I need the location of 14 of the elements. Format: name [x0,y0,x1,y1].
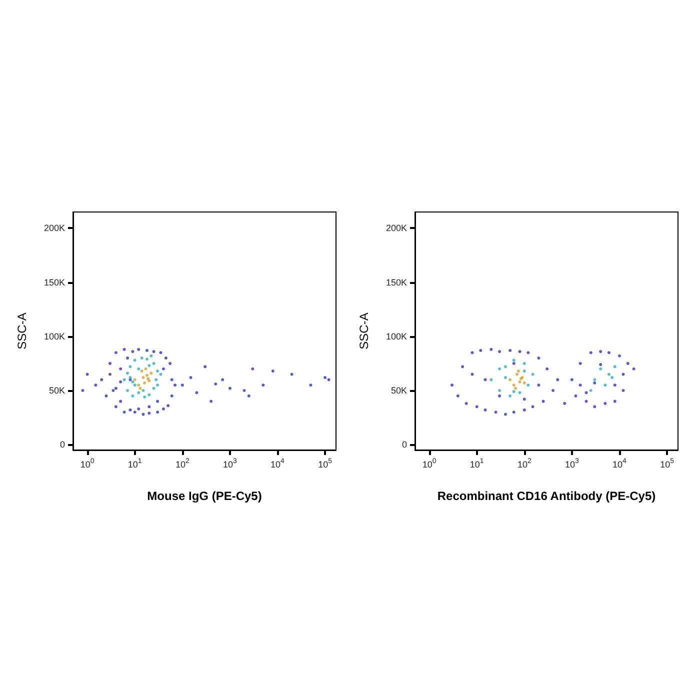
y-tick-label: 150K [386,277,407,288]
y-tick-label: 0 [60,440,65,450]
y-tick-label: 200K [44,223,65,234]
y-tick-label: 150K [44,277,65,288]
y-axis-title: SSC-A [15,312,29,350]
y-tick-label: 50K [390,386,407,396]
y-tick-label: 50K [48,386,65,396]
y-tick-label: 100K [44,331,65,342]
y-tick-label: 0 [402,440,407,450]
y-axis-title: SSC-A [357,312,371,350]
x-axis-title: Mouse IgG (PE-Cy5) [147,489,262,503]
y-tick-label: 100K [386,331,407,342]
x-axis-title: Recombinant CD16 Antibody (PE-Cy5) [437,489,656,503]
y-tick-label: 200K [386,223,407,234]
